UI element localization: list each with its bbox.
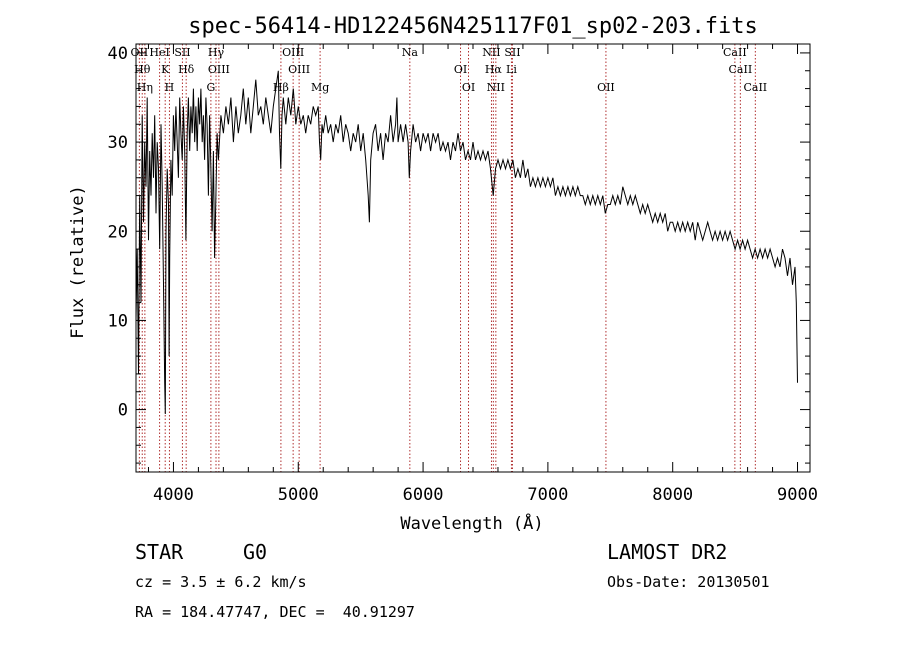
y-tick-label: 30 [108, 133, 128, 153]
line-marker-label: OIII [282, 46, 304, 59]
line-marker-label: SII [174, 46, 190, 59]
line-marker-label: Li [506, 63, 517, 76]
y-tick-label: 0 [118, 401, 128, 421]
x-tick-label: 8000 [652, 485, 693, 505]
line-marker-label: OIII [208, 63, 230, 76]
line-marker-label: Na [402, 46, 419, 59]
y-tick-label: 40 [108, 44, 128, 64]
line-marker-label: Hθ [134, 63, 151, 76]
line-marker-label: H [165, 81, 175, 94]
x-tick-label: 7000 [527, 485, 568, 505]
redshift-velocity: cz = 3.5 ± 6.2 km/s [135, 573, 307, 591]
object-subclass: G0 [243, 540, 268, 564]
x-tick-label: 5000 [278, 485, 319, 505]
line-marker-label: NII [487, 81, 505, 94]
line-marker-label: OII [597, 81, 615, 94]
chart-title: spec-56414-HD122456N425117F01_sp02-203.f… [188, 14, 758, 39]
y-axis-ticks: 0 10 20 30 40 [108, 44, 810, 464]
line-marker-label: Hγ [208, 46, 225, 59]
line-marker-label: OIII [288, 63, 310, 76]
line-marker-label: Hα [485, 63, 503, 76]
line-marker-label: G [206, 81, 215, 94]
line-marker-label: Hδ [178, 63, 195, 76]
object-class: STAR [135, 540, 184, 564]
line-marker-label: CaII [723, 46, 747, 59]
plot-frame [135, 43, 811, 473]
x-tick-label: 4000 [153, 485, 194, 505]
line-marker-label: NII [482, 46, 500, 59]
y-tick-label: 10 [108, 311, 128, 331]
x-axis-ticks: 4000 5000 6000 7000 8000 9000 [147, 44, 818, 505]
line-marker-label: Hη [137, 81, 153, 94]
y-tick-label: 20 [108, 222, 128, 242]
line-marker-label: OI [462, 81, 475, 94]
coordinates: RA = 184.47747, DEC = 40.91297 [135, 603, 415, 621]
line-marker-label: Hβ [273, 81, 289, 94]
line-marker-label: K [161, 63, 170, 76]
survey-name: LAMOST DR2 [607, 540, 728, 564]
line-markers [138, 44, 756, 472]
spectrum-series-line [135, 70, 798, 415]
observation-date: Obs-Date: 20130501 [607, 573, 770, 591]
line-marker-label: CaII [743, 81, 767, 94]
line-marker-label: OI [454, 63, 467, 76]
y-axis-label: Flux (relative) [68, 185, 88, 339]
line-marker-label: Mg [311, 81, 329, 94]
line-marker-label: SII [504, 46, 520, 59]
x-axis-label: Wavelength (Å) [400, 512, 543, 534]
line-marker-labels: OIIHθHηHeIKHSIIHδGHγOIIIHβOIIIOIIIMgNaOI… [131, 46, 768, 94]
line-marker-label: CaII [729, 63, 753, 76]
x-tick-label: 6000 [403, 485, 444, 505]
line-marker-label: HeI [149, 46, 169, 59]
x-tick-label: 9000 [777, 485, 818, 505]
